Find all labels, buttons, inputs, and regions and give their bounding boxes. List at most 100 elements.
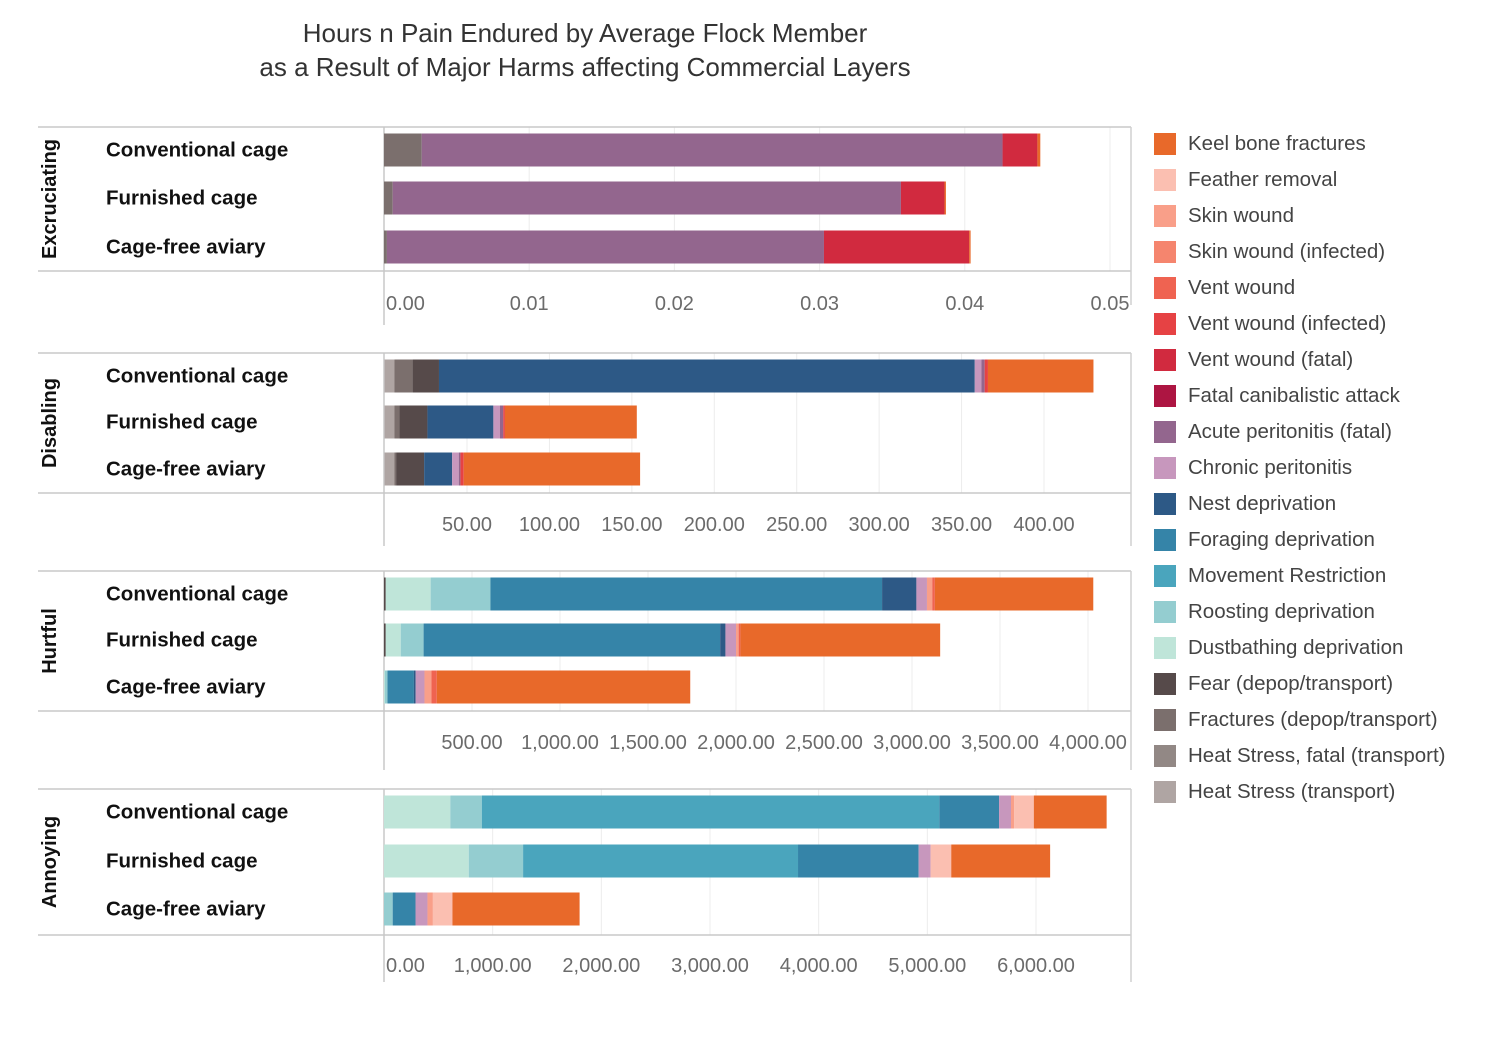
disabling-panel-label: Disabling [39, 378, 61, 468]
annoying-category-label-2: Cage-free aviary [106, 898, 266, 921]
disabling-tick-label-1: 100.00 [519, 514, 580, 536]
hurtful-bar-2-skin-wound [424, 670, 432, 704]
excruciating-tick-label-4: 0.04 [945, 293, 984, 315]
legend-label: Skin wound [1188, 204, 1294, 227]
disabling-tick-label-4: 250.00 [766, 514, 827, 536]
excruciating-tick-label-3: 0.03 [800, 293, 839, 315]
legend-swatch [1154, 781, 1176, 803]
legend-swatch [1154, 673, 1176, 695]
hurtful-tick-label-6: 3,500.00 [961, 732, 1039, 754]
legend-item: Feather removal [1154, 168, 1484, 192]
hurtful-bar-2-foraging-deprivation [387, 670, 414, 704]
excruciating-bar-1-fractures-depop-transport- [384, 181, 393, 215]
legend-item: Foraging deprivation [1154, 528, 1484, 552]
hurtful-bar-0-chronic-peritonitis [916, 577, 927, 611]
legend-label: Vent wound [1188, 276, 1296, 299]
annoying-bar-0-feather-removal [1014, 795, 1034, 829]
excruciating-bar-0-acute-peritonitis-fatal- [421, 133, 1003, 167]
disabling-bar-1-keel-bone-fractures [504, 405, 637, 439]
disabling-bar-2-vent-wound-infected- [460, 452, 464, 486]
legend-label: Feather removal [1188, 168, 1338, 191]
hurtful-tick-label-7: 4,000.00 [1049, 732, 1127, 754]
legend-label: Vent wound (infected) [1188, 312, 1387, 335]
annoying-bar-0-foraging-deprivation [939, 795, 1000, 829]
disabling-bar-1-fear-depop-transport- [399, 405, 428, 439]
legend-label: Fear (depop/transport) [1188, 672, 1394, 695]
legend-label: Dustbathing deprivation [1188, 636, 1404, 659]
legend-label: Movement Restriction [1188, 564, 1387, 587]
hurtful-tick-label-1: 1,000.00 [521, 732, 599, 754]
hurtful-category-label-2: Cage-free aviary [106, 676, 266, 699]
hurtful-bar-2-keel-bone-fractures [436, 670, 691, 704]
hurtful-bar-1-nest-deprivation [720, 623, 726, 657]
legend-item: Nest deprivation [1154, 492, 1484, 516]
legend-item: Skin wound (infected) [1154, 240, 1484, 264]
legend-swatch [1154, 313, 1176, 335]
hurtful-bar-0-keel-bone-fractures [934, 577, 1094, 611]
legend-item: Acute peritonitis (fatal) [1154, 420, 1484, 444]
excruciating-bar-0-vent-wound-fatal- [1002, 133, 1038, 167]
legend-item: Fractures (depop/transport) [1154, 708, 1484, 732]
hurtful-bar-0-nest-deprivation [882, 577, 917, 611]
disabling-category-label-1: Furnished cage [106, 411, 258, 434]
legend-label: Heat Stress, fatal (transport) [1188, 744, 1446, 767]
legend-label: Vent wound (fatal) [1188, 348, 1354, 371]
hurtful-category-label-1: Furnished cage [106, 629, 258, 652]
disabling-bar-1-heat-stress-transport- [384, 405, 395, 439]
disabling-bar-2-heat-stress-transport- [384, 452, 395, 486]
annoying-bar-1-dustbathing-deprivation [384, 844, 469, 878]
disabling-bar-2-nest-deprivation [424, 452, 453, 486]
excruciating-category-label-2: Cage-free aviary [106, 236, 266, 259]
legend-label: Nest deprivation [1188, 492, 1337, 515]
hurtful-tick-label-5: 3,000.00 [873, 732, 951, 754]
disabling-bar-0-nest-deprivation [438, 359, 975, 393]
legend-label: Acute peritonitis (fatal) [1188, 420, 1392, 443]
hurtful-bar-0-foraging-deprivation [490, 577, 883, 611]
legend-label: Fractures (depop/transport) [1188, 708, 1438, 731]
annoying-tick-label-6: 6,000.00 [997, 955, 1075, 977]
excruciating-bar-1-acute-peritonitis-fatal- [392, 181, 901, 215]
legend-item: Vent wound (fatal) [1154, 348, 1484, 372]
disabling-bar-0-chronic-peritonitis [974, 359, 982, 393]
excruciating-bar-0-keel-bone-fractures [1037, 133, 1041, 167]
disabling-bar-2-keel-bone-fractures [463, 452, 641, 486]
disabling-bar-1-acute-peritonitis-fatal- [499, 405, 504, 439]
hurtful-bar-0-roosting-deprivation [430, 577, 491, 611]
hurtful-bar-0-vent-wound [932, 577, 935, 611]
disabling-category-label-0: Conventional cage [106, 365, 288, 388]
legend-item: Heat Stress (transport) [1154, 780, 1484, 804]
annoying-bar-0-keel-bone-fractures [1033, 795, 1107, 829]
excruciating-bar-2-fractures-depop-transport- [384, 230, 387, 264]
legend-swatch [1154, 277, 1176, 299]
legend-swatch [1154, 349, 1176, 371]
hurtful-bar-1-dustbathing-deprivation [385, 623, 401, 657]
legend-item: Roosting deprivation [1154, 600, 1484, 624]
annoying-tick-label-2: 2,000.00 [562, 955, 640, 977]
annoying-bar-1-keel-bone-fractures [951, 844, 1051, 878]
excruciating-bar-1-keel-bone-fractures [944, 181, 946, 215]
legend-swatch [1154, 565, 1176, 587]
excruciating-tick-label-5: 0.05 [1091, 293, 1130, 315]
disabling-bar-0-fear-depop-transport- [412, 359, 439, 393]
legend-item: Dustbathing deprivation [1154, 636, 1484, 660]
disabling-bar-2-chronic-peritonitis [452, 452, 459, 486]
annoying-bar-1-roosting-deprivation [468, 844, 524, 878]
excruciating-tick-label-1: 0.01 [510, 293, 549, 315]
annoying-bar-0-roosting-deprivation [450, 795, 482, 829]
annoying-bar-2-roosting-deprivation [384, 892, 393, 926]
hurtful-bar-0-fear-depop-transport- [384, 577, 386, 611]
excruciating-bar-1-vent-wound-fatal- [900, 181, 945, 215]
legend-label: Foraging deprivation [1188, 528, 1375, 551]
annoying-category-label-1: Furnished cage [106, 850, 258, 873]
legend-swatch [1154, 421, 1176, 443]
excruciating-category-label-1: Furnished cage [106, 187, 258, 210]
legend-item: Heat Stress, fatal (transport) [1154, 744, 1484, 768]
legend-swatch [1154, 493, 1176, 515]
legend-swatch [1154, 601, 1176, 623]
hurtful-bar-2-vent-wound [431, 670, 437, 704]
annoying-bar-2-chronic-peritonitis [415, 892, 428, 926]
annoying-bar-2-keel-bone-fractures [452, 892, 580, 926]
disabling-bar-1-fractures-depop-transport- [394, 405, 400, 439]
hurtful-bar-0-skin-wound [926, 577, 933, 611]
legend-item: Vent wound [1154, 276, 1484, 300]
